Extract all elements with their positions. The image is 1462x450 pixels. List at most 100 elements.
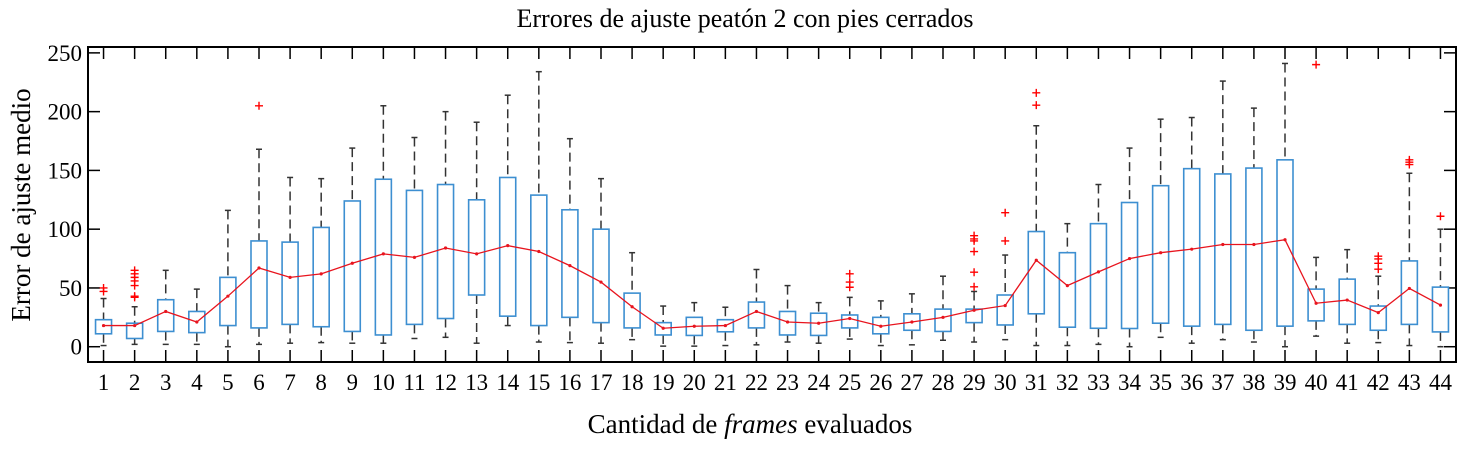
box	[561, 208, 579, 319]
x-tick-label: 28	[932, 370, 955, 395]
outlier-marker	[1032, 88, 1041, 97]
mean-point	[941, 315, 945, 319]
outlier-marker	[845, 269, 854, 278]
x-tick-label: 43	[1398, 370, 1421, 395]
y-tick-label: 0	[71, 335, 83, 360]
box	[343, 200, 362, 333]
mean-point	[848, 316, 852, 321]
outlier-marker	[1001, 236, 1010, 245]
box	[125, 322, 144, 340]
box	[623, 292, 641, 329]
mean-point	[1003, 303, 1007, 308]
x-tick-label: 26	[869, 370, 892, 395]
mean-point	[1221, 242, 1225, 247]
mean-point	[195, 320, 199, 324]
x-tick-label: 30	[994, 370, 1017, 395]
mean-point	[568, 264, 572, 268]
x-tick-label: 16	[558, 370, 581, 395]
box	[1276, 159, 1294, 327]
mean-point	[226, 294, 230, 298]
mean-point	[101, 323, 106, 328]
mean-point	[599, 280, 603, 284]
mean-point	[723, 323, 727, 328]
box	[1058, 251, 1077, 329]
mean-point	[1376, 311, 1380, 315]
plot-frame	[87, 46, 1457, 363]
mean-point	[1034, 258, 1038, 262]
mean-point	[1065, 284, 1069, 288]
x-tick-label: 18	[621, 370, 644, 395]
mean-point	[817, 321, 821, 325]
x-tick-label: 22	[745, 370, 768, 395]
box	[530, 194, 548, 327]
x-tick-label: 12	[434, 370, 457, 395]
y-tick-label: 100	[48, 217, 83, 242]
outlier-marker	[130, 281, 139, 290]
outlier-marker	[1405, 160, 1414, 169]
x-tick-label: 1	[98, 370, 110, 395]
box	[1369, 305, 1388, 332]
box	[1431, 286, 1450, 333]
outlier-marker	[130, 293, 139, 302]
mean-point	[1283, 238, 1287, 242]
outlier-marker	[255, 101, 263, 110]
mean-point	[754, 309, 759, 314]
x-tick-label: 34	[1118, 370, 1142, 395]
x-tick-label: 36	[1180, 370, 1203, 395]
mean-line	[103, 239, 1441, 329]
box	[219, 276, 237, 327]
x-tick-label: 41	[1336, 370, 1359, 395]
box	[592, 228, 610, 324]
x-tick-label: 25	[838, 370, 861, 395]
x-tick-label: 2	[129, 370, 141, 395]
box	[1245, 167, 1263, 332]
box	[312, 226, 330, 328]
mean-point	[133, 323, 137, 328]
mean-point	[257, 266, 261, 270]
box	[934, 308, 952, 333]
outlier-marker	[1436, 212, 1445, 221]
outlier-marker	[99, 287, 108, 296]
box	[374, 178, 393, 336]
box	[1089, 222, 1108, 330]
outlier-marker	[970, 268, 979, 277]
box	[1027, 230, 1046, 315]
outlier-marker	[1374, 265, 1383, 274]
box	[1120, 201, 1139, 330]
box	[1307, 288, 1325, 322]
mean-point	[785, 320, 790, 324]
mean-point	[537, 249, 541, 254]
mean-point	[381, 252, 385, 256]
mean-point	[164, 309, 168, 314]
x-tick-label: 35	[1149, 370, 1172, 395]
mean-point	[288, 275, 292, 279]
mean-point	[1127, 256, 1132, 261]
box	[281, 241, 299, 326]
x-tick-label: 8	[315, 370, 327, 395]
x-tick-label: 32	[1056, 370, 1079, 395]
x-axis-label: Cantidad de frames evaluados	[588, 409, 913, 439]
box	[996, 294, 1014, 326]
x-tick-label: 11	[403, 370, 425, 395]
mean-point	[412, 255, 417, 259]
x-tick-label: 7	[284, 370, 296, 395]
x-tick-label: 17	[590, 370, 613, 395]
outlier-marker	[970, 236, 979, 245]
mean-point	[475, 252, 479, 256]
outlier-marker	[970, 247, 979, 256]
mean-point	[443, 246, 448, 250]
x-axis-label-prefix: Cantidad de	[588, 409, 724, 439]
outlier-marker	[1312, 60, 1321, 69]
x-tick-label: 15	[527, 370, 550, 395]
x-tick-label: 27	[900, 370, 923, 395]
x-tick-label: 20	[683, 370, 706, 395]
outlier-marker	[845, 283, 854, 292]
box	[250, 240, 268, 329]
x-tick-label: 23	[776, 370, 799, 395]
x-tick-label: 44	[1429, 370, 1453, 395]
x-tick-label: 29	[963, 370, 986, 395]
x-axis-label-italic: frames	[724, 409, 798, 439]
x-tick-label: 33	[1087, 370, 1110, 395]
x-tick-label: 24	[807, 370, 831, 395]
